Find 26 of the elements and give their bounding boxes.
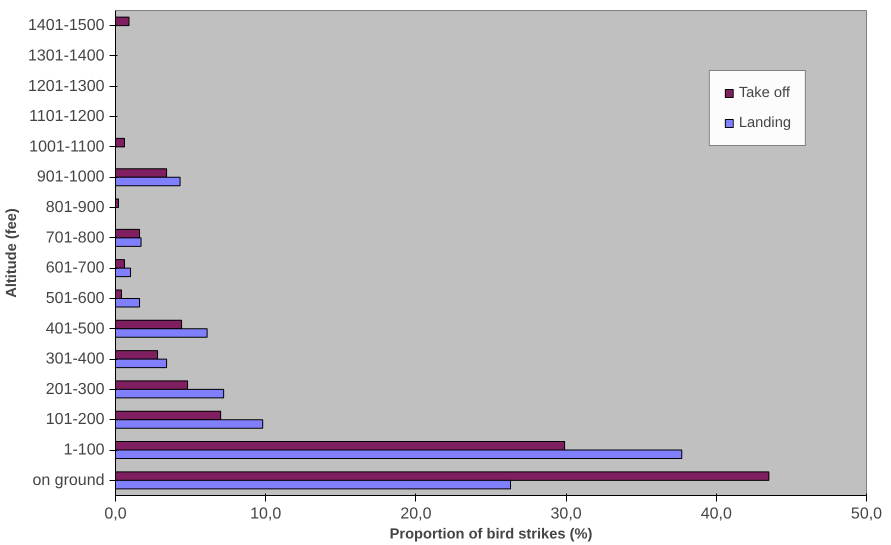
x-axis-title: Proportion of bird strikes (%): [390, 526, 592, 542]
y-tick-label: 501-600: [46, 290, 105, 307]
x-tick-label: 0,0: [104, 506, 127, 522]
y-tick-label: 1001-1100: [29, 138, 105, 156]
y-tick-label: 1101-1200: [29, 108, 105, 126]
y-tick-label: 701-800: [46, 229, 105, 246]
y-tick-label: 101-200: [46, 411, 105, 428]
y-tick-label: 1401-1500: [28, 17, 105, 34]
y-tick-label: 1-100: [64, 442, 105, 459]
x-tick-label: 50,0: [850, 506, 882, 522]
legend-label: Take off: [738, 85, 790, 101]
x-tick-label: 30,0: [550, 506, 582, 522]
y-tick-label: 201-300: [46, 380, 105, 398]
y-tick-label: 301-400: [46, 350, 105, 368]
x-tick-label: 20,0: [400, 506, 432, 522]
x-tick-label: 10,0: [250, 506, 282, 522]
y-tick-label: 401-500: [46, 320, 105, 338]
legend-label: Landing: [738, 115, 791, 131]
y-tick-label: 1201-1300: [28, 78, 105, 95]
x-tick-label: 40,0: [700, 506, 732, 522]
y-tick-label: 601-700: [46, 260, 105, 277]
y-tick-label: 801-900: [46, 199, 105, 216]
y-tick-label: on ground: [32, 472, 104, 489]
y-tick-label: 1301-1400: [28, 47, 105, 64]
y-tick-label: 901-1000: [36, 168, 105, 186]
y-axis-title: Altitude (fee): [4, 208, 20, 298]
